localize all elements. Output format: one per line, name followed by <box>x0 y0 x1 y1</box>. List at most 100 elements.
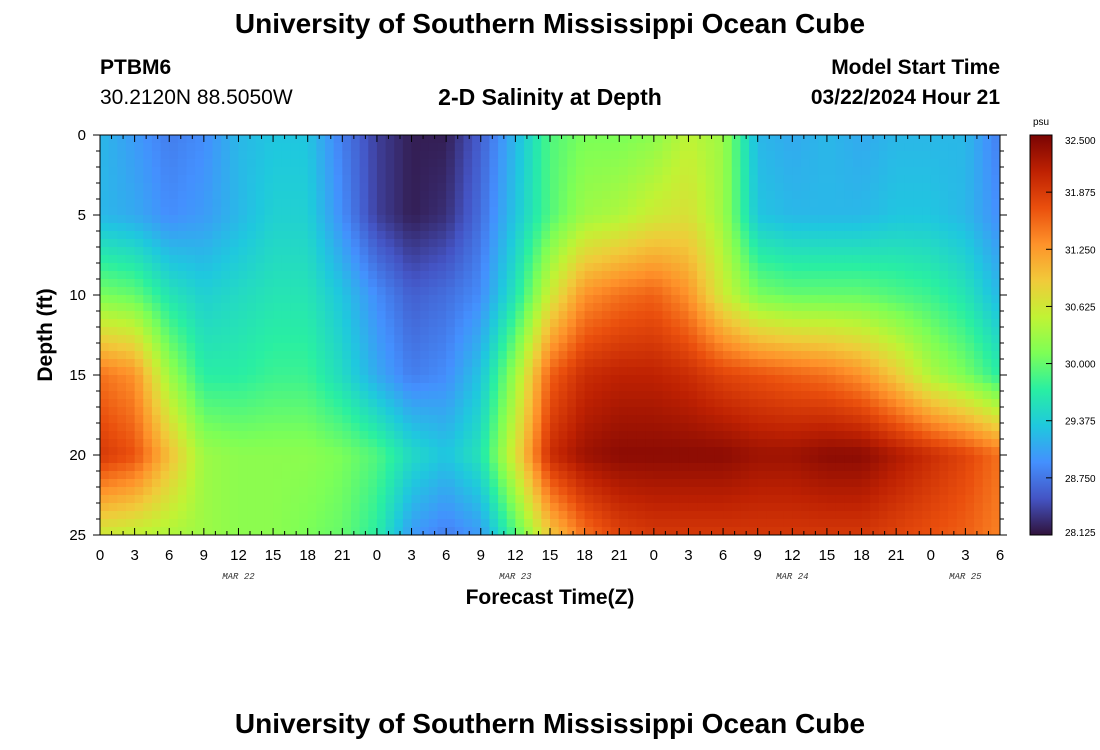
heatmap-cell <box>619 287 629 296</box>
heatmap-cell <box>489 415 499 424</box>
heatmap-cell <box>948 215 958 224</box>
heatmap-cell <box>281 191 291 200</box>
heatmap-cell <box>567 271 577 280</box>
heatmap-cell <box>697 375 707 384</box>
heatmap-cell <box>359 487 369 496</box>
heatmap-cell <box>775 327 785 336</box>
heatmap-cell <box>896 447 906 456</box>
heatmap-cell <box>575 431 586 440</box>
heatmap-cell <box>645 319 655 328</box>
heatmap-cell <box>627 247 638 256</box>
heatmap-cell <box>697 343 707 352</box>
heatmap-cell <box>454 431 465 440</box>
heatmap-cell <box>861 279 871 288</box>
heatmap-cell <box>965 487 975 496</box>
heatmap-cell <box>195 287 205 296</box>
heatmap-cell <box>420 503 430 512</box>
heatmap-cell <box>974 255 984 264</box>
heatmap-cell <box>982 335 992 344</box>
heatmap-cell <box>437 383 447 392</box>
heatmap-cell <box>498 447 508 456</box>
heatmap-cell <box>428 495 439 504</box>
heatmap-cell <box>420 335 430 344</box>
heatmap-cell <box>593 183 603 192</box>
heatmap-cell <box>619 367 629 376</box>
heatmap-cell <box>472 287 482 296</box>
heatmap-cell <box>221 207 231 216</box>
heatmap-cell <box>506 247 516 256</box>
heatmap-cell <box>766 479 776 488</box>
heatmap-cell <box>221 255 231 264</box>
heatmap-cell <box>420 279 430 288</box>
heatmap-cell <box>359 471 369 480</box>
heatmap-cell <box>325 279 335 288</box>
heatmap-cell <box>177 327 188 336</box>
heatmap-cell <box>143 183 153 192</box>
heatmap-cell <box>627 471 638 480</box>
heatmap-cell <box>974 471 984 480</box>
heatmap-cell <box>238 215 248 224</box>
heatmap-cell <box>100 327 110 336</box>
heatmap-cell <box>974 223 984 232</box>
heatmap-cell <box>930 223 941 232</box>
heatmap-cell <box>342 471 352 480</box>
heatmap-cell <box>420 479 430 488</box>
heatmap-cell <box>143 447 153 456</box>
heatmap-cell <box>186 191 196 200</box>
heatmap-cell <box>325 151 335 160</box>
heatmap-cell <box>281 215 291 224</box>
heatmap-cell <box>818 303 828 312</box>
heatmap-cell <box>731 239 741 248</box>
heatmap-cell <box>498 223 508 232</box>
heatmap-cell <box>982 303 992 312</box>
heatmap-cell <box>515 215 525 224</box>
heatmap-cell <box>818 343 828 352</box>
heatmap-cell <box>619 207 629 216</box>
heatmap-cell <box>472 223 482 232</box>
heatmap-cell <box>601 271 612 280</box>
heatmap-cell <box>532 367 542 376</box>
heatmap-cell <box>956 455 966 464</box>
heatmap-cell <box>922 463 932 472</box>
heatmap-cell <box>792 239 802 248</box>
heatmap-cell <box>160 271 170 280</box>
heatmap-cell <box>705 199 716 208</box>
heatmap-cell <box>714 255 724 264</box>
heatmap-cell <box>169 447 179 456</box>
heatmap-cell <box>671 407 681 416</box>
heatmap-cell <box>290 423 300 432</box>
heatmap-cell <box>619 375 629 384</box>
heatmap-cell <box>593 343 603 352</box>
heatmap-cell <box>878 175 889 184</box>
heatmap-cell <box>852 167 863 176</box>
heatmap-cell <box>203 367 214 376</box>
heatmap-cell <box>800 375 811 384</box>
heatmap-cell <box>342 295 352 304</box>
heatmap-cell <box>671 495 681 504</box>
heatmap-cell <box>100 463 110 472</box>
heatmap-cell <box>307 247 317 256</box>
heatmap-cell <box>169 247 179 256</box>
heatmap-cell <box>515 263 525 272</box>
heatmap-cell <box>238 343 248 352</box>
heatmap-cell <box>749 367 759 376</box>
heatmap-cell <box>273 295 283 304</box>
heatmap-cell <box>151 207 162 216</box>
heatmap-cell <box>904 143 915 152</box>
heatmap-cell <box>428 351 439 360</box>
heatmap-cell <box>896 271 906 280</box>
heatmap-cell <box>385 191 395 200</box>
heatmap-cell <box>749 415 759 424</box>
heatmap-cell <box>731 471 741 480</box>
heatmap-cell <box>809 439 819 448</box>
heatmap-cell <box>627 455 638 464</box>
heatmap-cell <box>541 511 551 520</box>
heatmap-cell <box>601 439 612 448</box>
heatmap-cell <box>385 295 395 304</box>
heatmap-cell <box>904 335 915 344</box>
heatmap-cell <box>264 439 274 448</box>
heatmap-cell <box>195 159 205 168</box>
heatmap-cell <box>151 215 162 224</box>
heatmap-cell <box>697 511 707 520</box>
heatmap-cell <box>636 479 646 488</box>
